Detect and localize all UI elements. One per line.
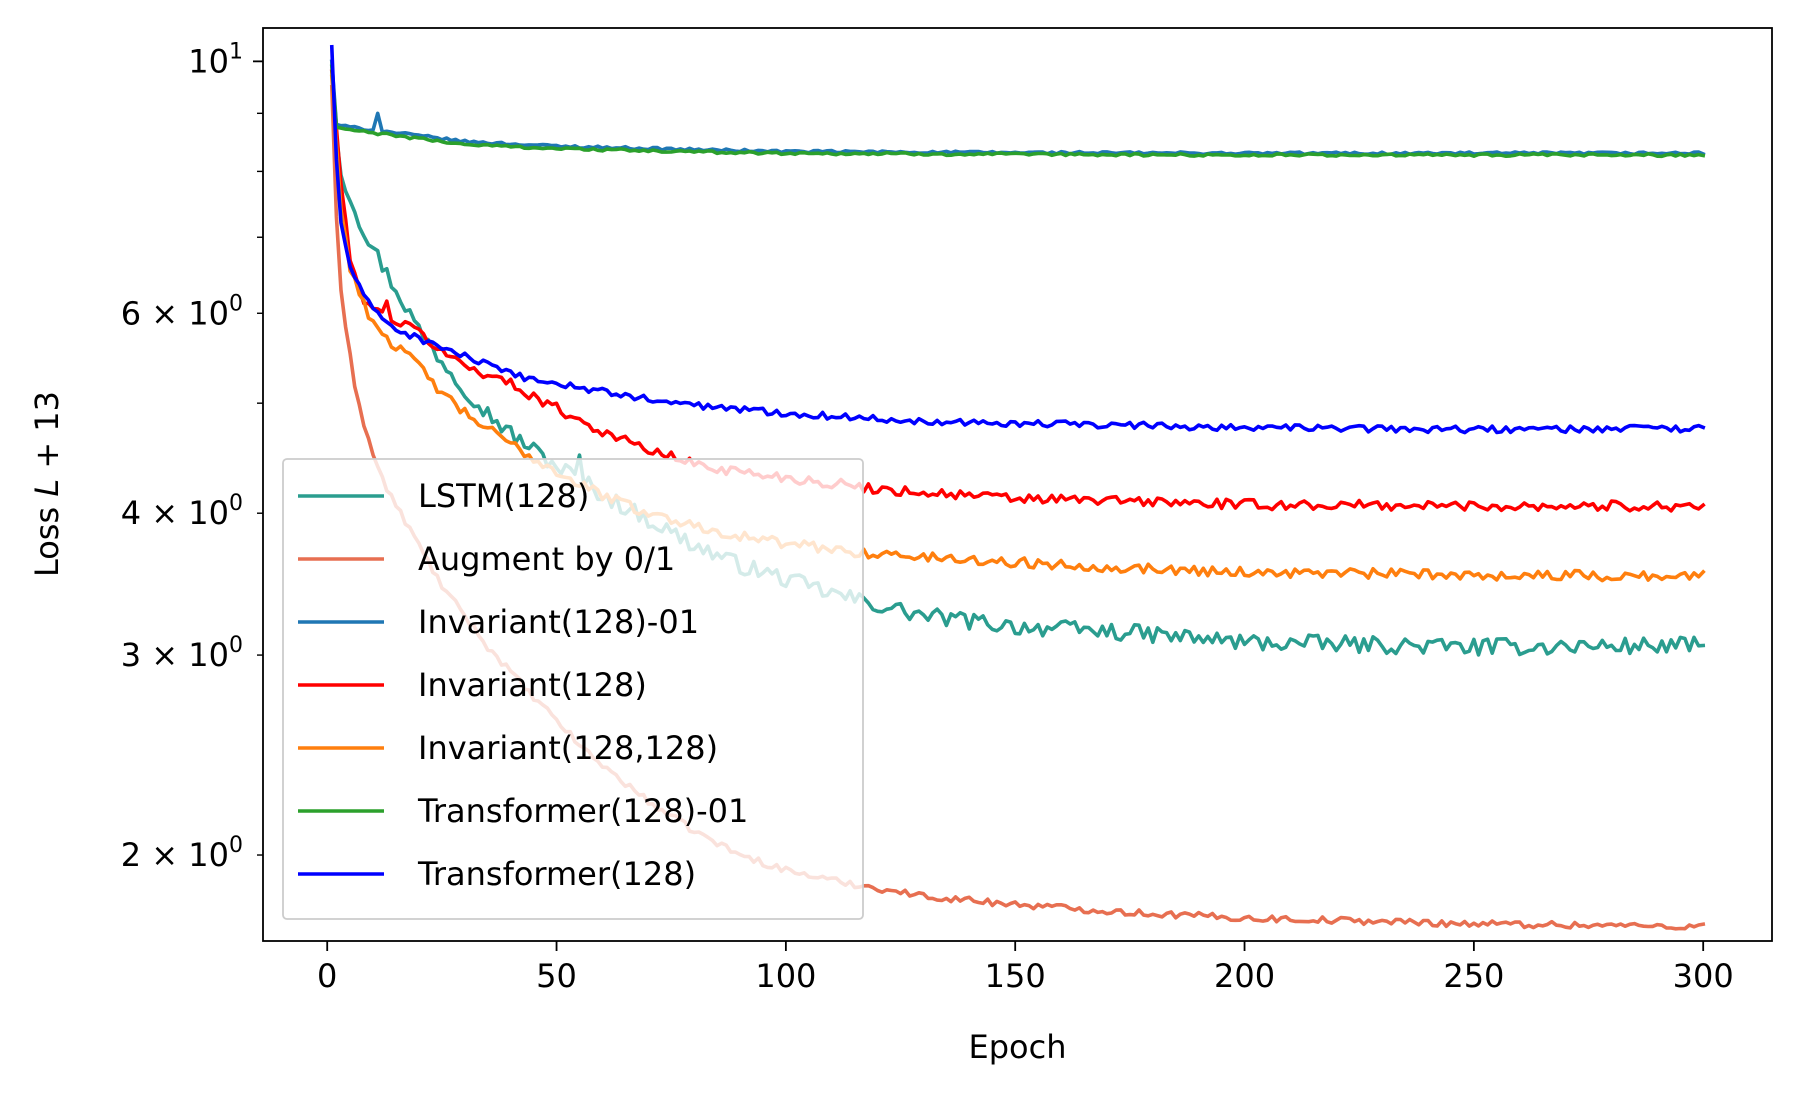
- x-tick-label-250: 250: [1443, 957, 1504, 995]
- x-tick-label-300: 300: [1673, 957, 1734, 995]
- legend-label-6: Transformer(128)-01: [417, 792, 748, 830]
- legend-label-5: Invariant(128,128): [418, 729, 718, 767]
- legend-box: [282, 458, 864, 920]
- legend-label-7: Transformer(128): [417, 855, 696, 893]
- legend-label-3: Invariant(128)-01: [418, 603, 699, 641]
- y-major-tick-label-10: 101: [188, 39, 243, 80]
- x-axis-label: Epoch: [969, 1028, 1067, 1066]
- y-axis-label-variable: L: [28, 479, 66, 497]
- x-tick-label-50: 50: [536, 957, 577, 995]
- y-minor-tick-label-6: 6 × 100: [121, 291, 243, 332]
- x-tick-label-200: 200: [1214, 957, 1275, 995]
- legend: LSTM(128) Augment by 0/1 Invariant(128)-01…: [282, 458, 864, 920]
- legend-label-1: LSTM(128): [418, 477, 589, 515]
- series-line-3: [329, 59, 1706, 157]
- y-axis-label: Loss L + 13: [28, 391, 66, 577]
- x-tick-label-0: 0: [317, 957, 337, 995]
- axes-layer: 0 50 100 150 200 250 300 101 2 × 100 3 × 100 4 × 1…: [121, 39, 1734, 995]
- legend-label-2: Augment by 0/1: [418, 540, 675, 578]
- plot-frame: [262, 27, 1773, 942]
- y-axis-label-prefix: Loss: [28, 497, 66, 577]
- y-axis-label-suffix: + 13: [28, 391, 66, 479]
- x-tick-label-150: 150: [985, 957, 1046, 995]
- y-minor-tick-label-3: 3 × 100: [121, 633, 243, 674]
- x-tick-label-100: 100: [755, 957, 816, 995]
- y-minor-tick-label-4: 4 × 100: [121, 491, 243, 532]
- series-line-7: [329, 44, 1706, 435]
- y-minor-tick-label-2: 2 × 100: [121, 833, 243, 874]
- legend-label-4: Invariant(128): [418, 666, 647, 704]
- series-line-4: [329, 69, 1706, 513]
- series-line-6: [329, 64, 1706, 159]
